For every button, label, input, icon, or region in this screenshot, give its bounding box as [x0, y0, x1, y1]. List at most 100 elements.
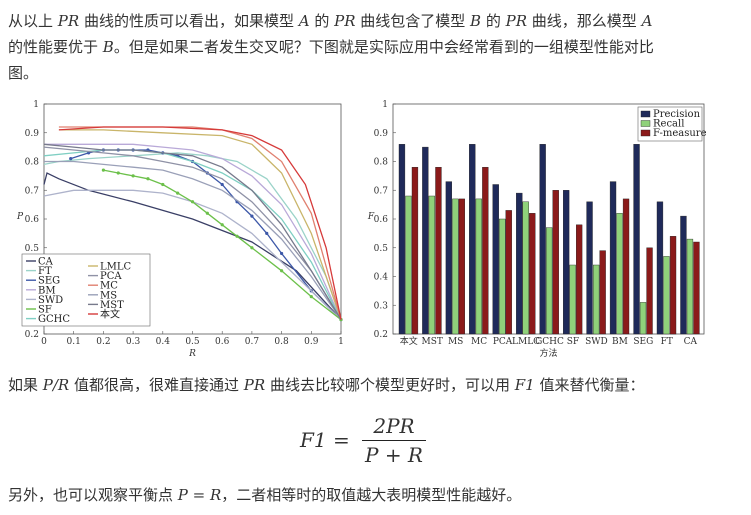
legend-swatch-Recall: [640, 120, 651, 127]
series-line-FT: [43, 152, 342, 320]
legend-label-PCA: PCA: [100, 271, 122, 282]
legend-label-SF: SF: [38, 305, 52, 316]
series-marker-SEG: [265, 231, 269, 235]
text-run: ，二者相等时的取值越大表明模型性能越好。: [221, 486, 522, 504]
bar-Precision-SWD: [586, 201, 593, 335]
text-run: 如果: [8, 376, 43, 394]
pr-legend-box: [21, 253, 151, 327]
bar-Recall-CA: [686, 238, 694, 335]
text-run: 曲线去比较哪个模型更好时，可以用: [265, 376, 515, 394]
comparison-figure: 00.10.20.30.40.50.60.70.80.910.20.30.40.…: [8, 96, 720, 362]
series-marker-SEG: [250, 214, 254, 218]
text-run: 的: [481, 12, 506, 30]
text-run: 值都很高，很难直接通过: [69, 376, 244, 394]
legend-label-Recall: Recall: [653, 119, 684, 130]
series-marker-SF: [101, 168, 105, 172]
text-run: 图。: [8, 64, 39, 82]
series-line-MST: [43, 143, 342, 320]
y-tick-label: 0.7: [374, 186, 389, 196]
y-tick-label: 1: [382, 100, 388, 110]
series-marker-SEG: [280, 251, 284, 256]
figure-svg: 00.10.20.30.40.50.60.70.80.910.20.30.40.…: [16, 100, 707, 359]
y-tick-label: 0.2: [374, 330, 388, 340]
series-marker-SF: [250, 246, 254, 250]
bar-Recall-PCA: [499, 218, 506, 335]
text-run: 另外，也可以观察平衡点: [8, 486, 178, 504]
bar-Precision-MS: [445, 181, 452, 335]
y-tick-label: 0.8: [25, 158, 40, 168]
formula-fraction: 2PR P + R: [362, 414, 426, 467]
bar-Recall-MST: [428, 195, 435, 335]
y-tick-label: 0.5: [25, 244, 40, 254]
bar-Precision-MST: [422, 146, 429, 335]
bar-F-measure-SWD: [599, 250, 606, 335]
y-tick-label: 0.9: [25, 129, 40, 139]
y-tick-label: 0.5: [374, 244, 389, 254]
x-tick-label: 0.4: [156, 337, 171, 347]
formula-lhs: F1 =: [300, 428, 350, 452]
series-line-PCA: [43, 146, 342, 320]
x-tick-label: 0.1: [67, 337, 81, 347]
category-label: FT: [661, 337, 673, 347]
series-marker-SF: [220, 223, 224, 227]
series-marker-SF: [161, 182, 165, 187]
series-line-SF: [103, 169, 342, 321]
bar-Recall-MS: [452, 198, 459, 335]
math-pr: PR: [57, 12, 80, 30]
x-axis-label: R: [188, 349, 196, 359]
series-marker-SF: [280, 269, 284, 273]
bar-Recall-MC: [475, 198, 482, 335]
bar-Recall-FT: [663, 256, 670, 335]
y-axis-label: F: [367, 212, 375, 222]
legend-label-CA: CA: [38, 257, 54, 268]
paragraph-balance: 另外，也可以观察平衡点 P = R，二者相等时的取值越大表明模型性能越好。: [8, 482, 743, 508]
bar-F-measure-BM: [622, 198, 630, 335]
legend-label-F-measure: F-measure: [653, 128, 707, 139]
bar-Precision-GCHC: [539, 144, 546, 335]
x-tick-label: 0.2: [96, 337, 110, 347]
legend-label-SWD: SWD: [38, 295, 63, 306]
y-tick-label: 0.7: [25, 186, 40, 196]
category-label: SWD: [585, 337, 608, 347]
legend-swatch-F-measure: [640, 129, 651, 137]
bar-Recall-SWD: [593, 264, 600, 335]
category-label: 本文: [400, 335, 418, 347]
bar-F-measure-SF: [576, 224, 583, 335]
legend-label-GCHC: GCHC: [38, 314, 70, 325]
legend-label-MST: MST: [100, 300, 124, 311]
legend-label-本文: 本文: [100, 308, 120, 321]
bar-F-measure-FT: [669, 236, 677, 335]
category-label: MST: [421, 337, 442, 347]
math-b: B: [102, 38, 114, 56]
y-tick-label: 0.4: [374, 273, 389, 283]
y-tick-label: 0.6: [374, 215, 389, 225]
text-run: 。但是如果二者发生交叉呢？下图就是实际应用中会经常看到的一组模型性能对比: [113, 38, 654, 56]
series-marker-SF: [176, 191, 180, 195]
x-tick-label: 0.3: [126, 337, 141, 347]
category-label: SEG: [633, 337, 653, 347]
series-marker-SF: [235, 234, 239, 238]
category-label: BM: [612, 337, 628, 347]
legend-label-SEG: SEG: [38, 276, 60, 287]
bar-Precision-PCA: [492, 184, 499, 335]
bar-Recall-SF: [569, 264, 576, 335]
legend-label-BM: BM: [38, 285, 56, 296]
y-axis-label: P: [16, 212, 24, 222]
category-label: MS: [448, 337, 463, 347]
legend-label-FT: FT: [38, 266, 52, 277]
bar-F-measure-CA: [693, 241, 700, 335]
y-tick-label: 0.6: [25, 215, 40, 225]
bar-Precision-FT: [656, 201, 664, 335]
y-tick-label: 1: [33, 100, 39, 110]
y-tick-label: 0.2: [25, 330, 39, 340]
formula-numerator: 2PR: [373, 414, 415, 438]
bar-F-measure-LMLC: [529, 213, 536, 335]
bar-Precision-本文: [398, 144, 406, 335]
paragraph-intro: 从以上 PR 曲线的性质可以看出，如果模型 A 的 PR 曲线包含了模型 B 的…: [8, 8, 743, 86]
text-run: 从以上: [8, 12, 58, 30]
series-marker-SEG: [69, 157, 73, 161]
text-run: 值来替代衡量：: [534, 376, 645, 394]
bar-F-measure-SEG: [646, 247, 653, 335]
series-line-本文: [58, 126, 342, 320]
series-marker-SF: [131, 174, 135, 178]
